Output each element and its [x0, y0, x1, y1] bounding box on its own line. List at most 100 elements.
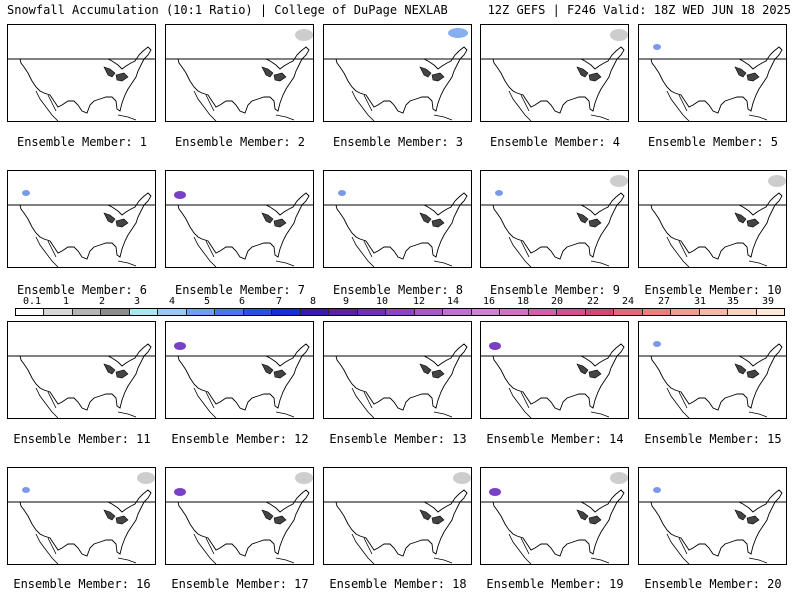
panel-label: Ensemble Member: 12 [171, 432, 309, 446]
us-coastline [19, 489, 152, 557]
caribbean-islands [275, 114, 295, 121]
colorbar-tick-label: 3 [133, 296, 141, 307]
us-map [8, 46, 155, 121]
caribbean-islands [433, 557, 453, 564]
panel-label: Ensemble Member: 10 [644, 283, 782, 297]
caribbean-islands [748, 411, 768, 418]
caribbean-islands [433, 260, 453, 267]
colorbar-segment [101, 309, 130, 315]
us-coastline [177, 192, 310, 260]
us-coastline [492, 343, 625, 411]
caribbean-islands [117, 411, 137, 418]
snowfall-area [453, 472, 471, 484]
colorbar-tick-label: 14 [446, 296, 460, 307]
colorbar-tick-label: 24 [621, 296, 635, 307]
caribbean-islands [433, 411, 453, 418]
colorbar-segment [72, 309, 102, 315]
colorbar-tick-label: 0.1 [22, 296, 42, 307]
mexico-coast [35, 90, 59, 121]
snowfall-area [22, 487, 30, 493]
colorbar-segment [215, 309, 244, 315]
great-lakes [734, 66, 760, 82]
great-lakes [419, 363, 445, 379]
map-panel [323, 24, 472, 122]
map-panel [7, 24, 156, 122]
us-map [8, 190, 155, 267]
snowfall-area [174, 488, 186, 496]
us-coastline [650, 343, 783, 411]
colorbar-segment [728, 309, 757, 315]
great-lakes [261, 212, 287, 228]
us-coastline [19, 192, 152, 260]
us-coastline [650, 46, 783, 114]
colorbar-segment [44, 309, 73, 315]
us-coastline [650, 192, 783, 260]
map-panel [480, 24, 629, 122]
colorbar-segment [300, 309, 330, 315]
mexico-coast [193, 236, 217, 267]
us-map [166, 191, 313, 267]
colorbar-tick-label: 31 [693, 296, 707, 307]
us-coastline [492, 489, 625, 557]
caribbean-islands [590, 114, 610, 121]
great-lakes [734, 212, 760, 228]
map-panel [323, 467, 472, 565]
colorbar-segment [158, 309, 187, 315]
great-lakes [576, 212, 602, 228]
snowfall-area [653, 341, 661, 347]
colorbar-segment [329, 309, 358, 315]
colorbar-tick-label: 2 [98, 296, 106, 307]
snowfall-area [489, 488, 501, 496]
caribbean-islands [433, 114, 453, 121]
map-panel [480, 321, 629, 419]
colorbar-tick-label: 16 [482, 296, 496, 307]
us-map [639, 341, 786, 418]
panel-label: Ensemble Member: 5 [647, 135, 779, 149]
us-map [481, 472, 628, 564]
us-coastline [177, 489, 310, 557]
colorbar-tick-label: 6 [238, 296, 246, 307]
colorbar-tick-label: 22 [586, 296, 600, 307]
us-map [481, 342, 628, 418]
snowfall-area [489, 342, 501, 350]
us-map [639, 44, 786, 121]
map-panel [7, 321, 156, 419]
panel-label: Ensemble Member: 20 [644, 577, 782, 591]
map-panel [7, 170, 156, 268]
colorbar-segment [528, 309, 558, 315]
colorbar-tick-label: 7 [275, 296, 283, 307]
colorbar-segment [671, 309, 700, 315]
map-panel [638, 467, 787, 565]
panel-label: Ensemble Member: 4 [489, 135, 621, 149]
great-lakes [419, 66, 445, 82]
colorbar-segment [471, 309, 501, 315]
snowfall-area [495, 190, 503, 196]
colorbar-segment [129, 309, 159, 315]
caribbean-islands [117, 114, 137, 121]
panel-label: Ensemble Member: 7 [174, 283, 306, 297]
us-coastline [650, 489, 783, 557]
caribbean-islands [275, 557, 295, 564]
colorbar-segment [443, 309, 472, 315]
map-panel [165, 170, 314, 268]
caribbean-islands [748, 557, 768, 564]
panel-label: Ensemble Member: 8 [332, 283, 464, 297]
colorbar-tick-label: 39 [761, 296, 775, 307]
great-lakes [103, 363, 129, 379]
snowfall-area [137, 472, 155, 484]
map-panel [638, 321, 787, 419]
caribbean-islands [275, 411, 295, 418]
colorbar-tick-label: 8 [309, 296, 317, 307]
mexico-coast [508, 90, 532, 121]
snowfall-area [653, 487, 661, 493]
great-lakes [261, 66, 287, 82]
great-lakes [576, 363, 602, 379]
caribbean-islands [275, 260, 295, 267]
snowfall-area [22, 190, 30, 196]
great-lakes [734, 363, 760, 379]
mexico-coast [666, 387, 690, 418]
panel-label: Ensemble Member: 18 [329, 577, 467, 591]
great-lakes [261, 509, 287, 525]
snowfall-area [295, 472, 313, 484]
us-map [324, 343, 471, 418]
